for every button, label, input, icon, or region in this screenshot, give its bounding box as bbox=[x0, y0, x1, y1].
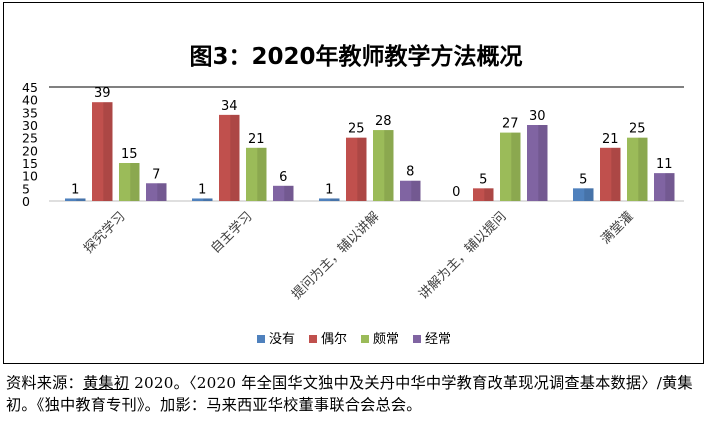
y-tick-label: 45 bbox=[22, 80, 38, 95]
bar bbox=[346, 137, 367, 201]
legend-label: 颇常 bbox=[373, 331, 399, 347]
data-label: 39 bbox=[94, 86, 111, 101]
data-label: 28 bbox=[375, 114, 392, 129]
bar-shade bbox=[103, 102, 113, 201]
data-label: 21 bbox=[602, 132, 619, 147]
data-label: 25 bbox=[348, 122, 365, 137]
bar-shade bbox=[411, 180, 421, 201]
bar bbox=[219, 114, 240, 201]
legend-swatch bbox=[309, 335, 317, 343]
y-tick-label: 40 bbox=[22, 93, 38, 108]
category-label: 讲解为主，辅以提问 bbox=[416, 209, 510, 303]
data-label: 0 bbox=[452, 185, 460, 200]
bar-shade bbox=[230, 114, 240, 201]
legend-swatch bbox=[413, 335, 421, 343]
bar bbox=[273, 185, 294, 201]
category-label: 探究学习 bbox=[80, 209, 128, 257]
bar-shade bbox=[484, 188, 494, 201]
bars bbox=[65, 102, 675, 201]
source-rest: 2020。〈2020 年全国华文独中及关丹中华中学教育改革现况调查基本数据〉/黄… bbox=[6, 374, 693, 414]
legend-swatch bbox=[361, 335, 369, 343]
legend: 没有 偶尔 颇常 经常 bbox=[257, 331, 451, 347]
chart-title: 图3：2020年教师教学方法概况 bbox=[189, 43, 522, 70]
bar bbox=[146, 183, 167, 201]
legend-label: 偶尔 bbox=[321, 332, 347, 347]
bar-shade bbox=[665, 173, 675, 201]
bar-shade bbox=[157, 183, 167, 201]
category-label: 自主学习 bbox=[207, 209, 255, 257]
data-label: 7 bbox=[152, 167, 160, 182]
bar bbox=[654, 173, 675, 201]
bar bbox=[400, 180, 421, 201]
y-tick-label: 5 bbox=[22, 181, 30, 196]
y-tick-label: 25 bbox=[22, 131, 38, 146]
bar-shade bbox=[611, 147, 621, 201]
bar-shade bbox=[638, 137, 648, 201]
category-label: 提问为主，辅以讲解 bbox=[289, 209, 383, 303]
bar-shade bbox=[203, 198, 213, 201]
data-label: 1 bbox=[325, 182, 333, 197]
y-tick-label: 10 bbox=[22, 169, 38, 184]
bar-shade bbox=[584, 188, 594, 201]
bar bbox=[65, 198, 86, 201]
y-tick-label: 20 bbox=[22, 143, 38, 158]
data-label: 5 bbox=[579, 172, 587, 187]
data-label: 27 bbox=[502, 117, 519, 132]
bar bbox=[473, 188, 494, 201]
data-label: 25 bbox=[629, 122, 646, 137]
bar-shade bbox=[511, 132, 521, 201]
data-label: 34 bbox=[221, 99, 238, 114]
bar bbox=[527, 125, 548, 201]
data-label: 11 bbox=[656, 157, 673, 172]
data-label: 1 bbox=[198, 182, 206, 197]
source-author-link[interactable]: 黄集初 bbox=[82, 374, 130, 392]
data-label: 1 bbox=[71, 182, 79, 197]
bar bbox=[500, 132, 521, 201]
legend-label: 经常 bbox=[425, 332, 451, 347]
bar bbox=[246, 147, 267, 201]
bar bbox=[119, 163, 140, 201]
bar bbox=[373, 130, 394, 201]
bar-shade bbox=[384, 130, 394, 201]
bar-shade bbox=[76, 198, 86, 201]
bar bbox=[600, 147, 621, 201]
data-label: 21 bbox=[248, 132, 265, 147]
chart-svg: 图3：2020年教师教学方法概况 13915713421612528805273… bbox=[22, 43, 684, 347]
data-label: 15 bbox=[121, 147, 138, 162]
data-label: 30 bbox=[529, 109, 546, 124]
bar-shade bbox=[357, 137, 367, 201]
y-tick-label: 35 bbox=[22, 105, 38, 120]
chart-frame: 图3：2020年教师教学方法概况 1 39 15 7 1 34 21 6 1 25 28 8 0 5 27 3… bbox=[3, 2, 704, 364]
bar-shade bbox=[257, 147, 267, 201]
source-prefix: 资料来源： bbox=[6, 374, 83, 392]
legend-swatch bbox=[257, 335, 265, 343]
y-tick-label: 15 bbox=[22, 156, 38, 171]
bar-shade bbox=[330, 198, 340, 201]
bar bbox=[92, 102, 113, 201]
category-label: 满堂灌 bbox=[598, 209, 636, 247]
source-note: 资料来源：黄集初 2020。〈2020 年全国华文独中及关丹中华中学教育改革现况… bbox=[6, 372, 706, 416]
bar-shade bbox=[284, 185, 294, 201]
bar bbox=[319, 198, 340, 201]
bar-shade bbox=[130, 163, 140, 201]
bar bbox=[192, 198, 213, 201]
data-labels: 1 39 15 7 1 34 21 6 1 25 28 8 0 5 27 30 5 21 25 11 bbox=[71, 86, 672, 200]
data-label: 6 bbox=[279, 170, 287, 185]
y-tick-label: 0 bbox=[22, 194, 30, 209]
data-label: 8 bbox=[406, 165, 414, 180]
legend-label: 没有 bbox=[269, 332, 295, 347]
bar-shade bbox=[538, 125, 548, 201]
y-tick-label: 30 bbox=[22, 118, 38, 133]
bar bbox=[627, 137, 648, 201]
bar bbox=[573, 188, 594, 201]
data-label: 5 bbox=[479, 172, 487, 187]
